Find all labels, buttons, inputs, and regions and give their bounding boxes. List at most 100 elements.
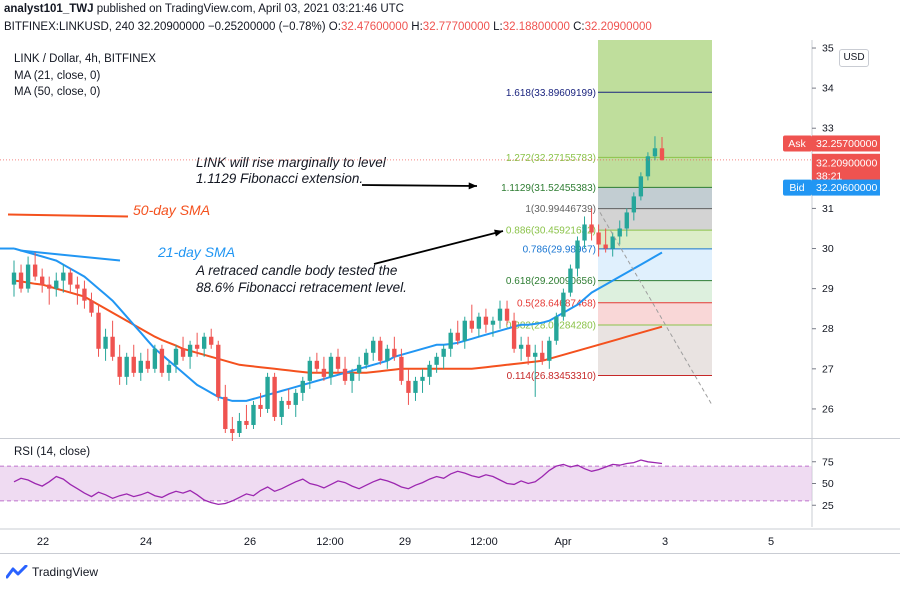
fib-zone xyxy=(598,157,712,188)
candle-body xyxy=(166,364,172,373)
ma21-line xyxy=(13,247,663,402)
y-tick-label: 35 xyxy=(822,43,834,55)
candle-body xyxy=(490,320,496,325)
candle-body xyxy=(75,284,80,289)
x-tick-label: 26 xyxy=(244,536,256,548)
ohlc-header: BITFINEX:LINKUSD, 240 32.20900000 −0.252… xyxy=(4,21,652,33)
candle-body xyxy=(385,348,390,361)
candle-body xyxy=(497,308,503,321)
ask-tag-label: Ask xyxy=(788,138,806,150)
candle-body xyxy=(216,344,221,397)
annotation-50-sma: 50-day SMA xyxy=(133,202,210,218)
close-label: C: xyxy=(573,21,585,33)
legend-ma21[interactable]: MA (21, close, 0) xyxy=(14,70,101,82)
candle-body xyxy=(152,348,158,369)
fib-level-label: 0.382(28.09284280) xyxy=(506,320,596,331)
candle-body xyxy=(335,356,341,369)
candle-body xyxy=(159,348,165,373)
last-price-box xyxy=(812,153,880,182)
x-tick-label: Apr xyxy=(554,536,571,548)
legend-ma50[interactable]: MA (50, close, 0) xyxy=(14,86,101,98)
brand-name: TradingView xyxy=(32,565,99,579)
rsi-line xyxy=(13,459,663,506)
projection-line xyxy=(599,212,713,406)
candle-body xyxy=(272,376,277,417)
candle-body xyxy=(547,340,552,361)
candle-body xyxy=(244,420,249,425)
candle-body xyxy=(462,320,467,341)
candle-body xyxy=(18,272,24,289)
candle-body xyxy=(145,360,151,369)
candle-body xyxy=(434,356,439,365)
fib-level-label: 1.1129(31.52455383) xyxy=(501,183,596,194)
candle-body xyxy=(483,316,489,325)
fib-zone xyxy=(598,40,712,93)
y-tick-label: 30 xyxy=(822,243,834,255)
candle-body xyxy=(399,356,404,381)
legend-title: LINK / Dollar, 4h, BITFINEX xyxy=(14,53,156,65)
candle-body xyxy=(575,240,580,269)
candle-body xyxy=(406,380,411,393)
candle-body xyxy=(554,316,559,341)
fib-zone xyxy=(598,208,712,231)
candle-countdown: 38:21 xyxy=(816,170,842,182)
candle-body xyxy=(469,320,475,329)
candle-body xyxy=(180,348,186,357)
open-value: 32.47600000 xyxy=(340,21,409,33)
fib-zone xyxy=(598,248,712,281)
x-tick-label: 24 xyxy=(140,536,152,548)
open-label: O: xyxy=(328,21,341,33)
candle-body xyxy=(173,348,179,365)
candle-body xyxy=(286,400,291,405)
tradingview-logo[interactable]: TradingView xyxy=(6,565,98,579)
low-value: 32.18800000 xyxy=(502,21,570,33)
last-price-value: 32.20900000 xyxy=(816,157,877,169)
candle-body xyxy=(194,344,200,349)
x-tick-label: 22 xyxy=(37,536,49,548)
annotation-arrow-1-head xyxy=(468,182,477,190)
candle-body xyxy=(314,360,320,369)
last-price: 32.20900000 xyxy=(137,21,205,33)
candle-body xyxy=(25,264,31,289)
legend-rsi[interactable]: RSI (14, close) xyxy=(14,446,91,458)
candle-body xyxy=(568,268,573,293)
rsi-tick-label: 75 xyxy=(822,456,834,468)
author-name[interactable]: analyst101_TWJ xyxy=(4,3,94,15)
annotation-arrow-1 xyxy=(361,184,478,187)
candle-body xyxy=(652,148,658,157)
candle-body xyxy=(533,352,538,357)
currency-button[interactable]: USD xyxy=(839,49,869,67)
fib-level-label: 0.886(30.45921632) xyxy=(506,226,596,237)
candle-body xyxy=(476,316,482,329)
candle-body xyxy=(54,280,59,289)
fib-level-label: 0.618(29.20090656) xyxy=(506,276,596,287)
bid-tag-label: Bid xyxy=(789,182,804,194)
candle-body xyxy=(293,392,298,405)
fib-level-label: 0.114(26.83453310) xyxy=(507,371,596,382)
candle-body xyxy=(441,348,446,357)
fib-zone xyxy=(598,302,712,325)
candle-body xyxy=(603,244,608,249)
candle-body xyxy=(32,264,38,277)
fib-zone xyxy=(598,230,712,249)
candle-body xyxy=(223,396,228,429)
price-change: −0.25200000 (−0.78%) xyxy=(207,21,326,33)
candle-body xyxy=(321,368,327,377)
candle-body xyxy=(230,428,235,433)
candle-body xyxy=(455,332,460,341)
candle-body xyxy=(279,400,284,417)
candle-body xyxy=(82,288,87,301)
y-tick-label: 29 xyxy=(822,283,834,295)
bid-tag-value: 32.20600000 xyxy=(816,182,877,194)
bid-tag-label-box xyxy=(783,179,812,196)
ma21-line-old xyxy=(19,249,121,262)
rsi-tick-label: 25 xyxy=(822,500,834,512)
candle-body xyxy=(427,364,432,377)
fib-level-label: 1.618(33.89609199) xyxy=(506,88,596,99)
x-tick-label: 12:00 xyxy=(470,536,498,548)
rsi-tick-label: 50 xyxy=(822,478,834,490)
ma50-line-old xyxy=(7,213,129,218)
ask-tag-value-box xyxy=(812,135,880,152)
tradingview-logo-icon xyxy=(6,565,28,579)
